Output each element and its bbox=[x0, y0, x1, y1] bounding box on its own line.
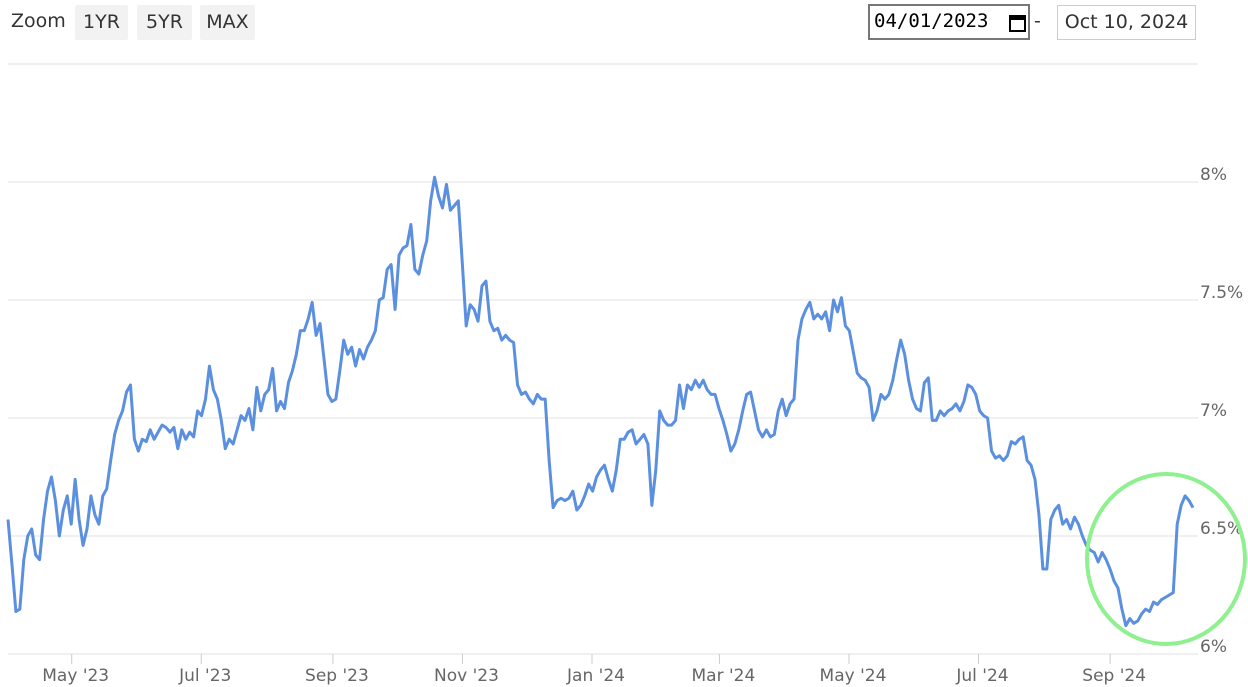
date-input[interactable]: 04/01/2023 bbox=[868, 4, 1030, 40]
x-tick-label: Sep '23 bbox=[305, 666, 369, 686]
x-tick-label: Jul '24 bbox=[955, 666, 1008, 686]
zoom-button[interactable]: 5YR bbox=[137, 5, 192, 40]
zoom-button[interactable]: MAX bbox=[200, 5, 255, 40]
y-tick-label: 6.5% bbox=[1200, 519, 1243, 539]
highlight-circle bbox=[1085, 472, 1247, 646]
y-tick-label: 7% bbox=[1200, 401, 1227, 421]
y-tick-label: 6% bbox=[1200, 637, 1227, 657]
x-tick-label: Jul '23 bbox=[178, 666, 231, 686]
y-tick-label: 7.5% bbox=[1200, 283, 1243, 303]
x-tick-label: May '23 bbox=[42, 666, 109, 686]
zoom-button[interactable]: 1YR bbox=[75, 5, 128, 40]
y-tick-label: 8% bbox=[1200, 165, 1227, 185]
x-tick-label: Jan '24 bbox=[566, 666, 625, 686]
calendar-icon bbox=[1009, 15, 1026, 32]
range-separator: - bbox=[1034, 10, 1041, 32]
date-input-value: 04/01/2023 bbox=[874, 10, 989, 32]
date-display: Oct 10, 2024 bbox=[1057, 5, 1196, 40]
x-tick-label: Nov '23 bbox=[434, 666, 499, 686]
line-series bbox=[6, 175, 1195, 628]
zoom-label: Zoom bbox=[11, 10, 66, 32]
x-tick-label: Sep '24 bbox=[1082, 666, 1146, 686]
x-tick-label: Mar '24 bbox=[692, 666, 756, 686]
x-tick-label: May '24 bbox=[820, 666, 887, 686]
